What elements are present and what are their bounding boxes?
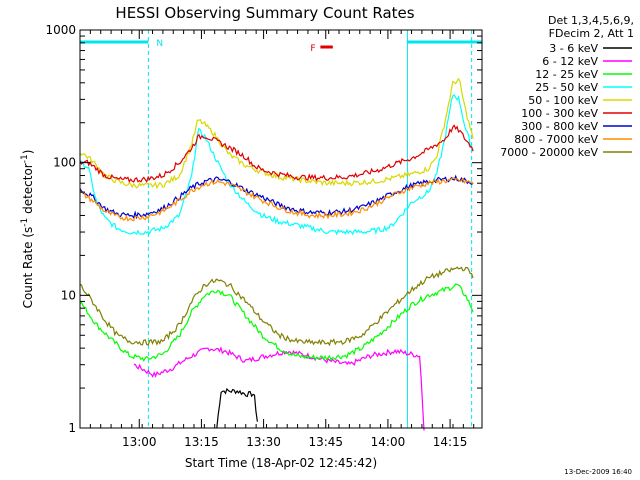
- legend: Det 1,3,4,5,6,9,FDecim 2, Att 1 3 - 6 keV…: [500, 14, 634, 159]
- legend-label-4: 50 - 100 keV: [528, 94, 598, 107]
- series-line-7: [79, 177, 474, 222]
- series-line-6: [79, 174, 474, 220]
- x-tick-label: 13:15: [184, 435, 219, 449]
- y-tick-label: 10: [61, 288, 76, 302]
- y-tick-label: 1: [68, 421, 76, 435]
- series-line-1: [133, 346, 425, 431]
- y-axis: 1 10 100 1000: [45, 23, 482, 435]
- x-tick-label: 13:30: [246, 435, 281, 449]
- legend-label-7: 800 - 7000 keV: [514, 133, 598, 146]
- series-line-8: [79, 266, 474, 347]
- legend-label-1: 6 - 12 keV: [542, 55, 598, 68]
- series-line-2: [79, 283, 474, 362]
- series-line-0: [216, 387, 258, 429]
- series-line-5: [79, 124, 474, 184]
- legend-header-line: Det 1,3,4,5,6,9,: [548, 14, 634, 27]
- x-tick-label: 14:00: [371, 435, 406, 449]
- plot-frame: [79, 29, 483, 429]
- x-tick-label: 13:45: [308, 435, 343, 449]
- x-tick-label: 13:00: [122, 435, 157, 449]
- y-axis-label: Count Rate (s-1 detector-1): [20, 150, 35, 309]
- series-line-3: [79, 94, 474, 236]
- x-axis: 13:00 13:15 13:30 13:45 14:00 14:15: [79, 30, 475, 449]
- legend-label-8: 7000 - 20000 keV: [500, 146, 598, 159]
- legend-label-2: 12 - 25 keV: [535, 68, 598, 81]
- chart-title: HESSI Observing Summary Count Rates: [115, 4, 414, 22]
- legend-label-0: 3 - 6 keV: [549, 42, 598, 55]
- legend-label-6: 300 - 800 keV: [521, 120, 598, 133]
- flag-label-n: N: [156, 39, 163, 49]
- legend-label-3: 25 - 50 keV: [535, 81, 598, 94]
- legend-header-line: FDecim 2, Att 1: [549, 27, 634, 40]
- flag-label-f: F: [310, 44, 315, 54]
- footer-date: 13-Dec-2009 16:40: [564, 468, 632, 476]
- y-tick-label: 1000: [45, 23, 76, 37]
- y-tick-label: 100: [53, 156, 76, 170]
- legend-label-5: 100 - 300 keV: [521, 107, 598, 120]
- x-tick-label: 14:15: [433, 435, 468, 449]
- series-line-4: [79, 77, 474, 190]
- x-axis-label: Start Time (18-Apr-02 12:45:42): [185, 456, 377, 470]
